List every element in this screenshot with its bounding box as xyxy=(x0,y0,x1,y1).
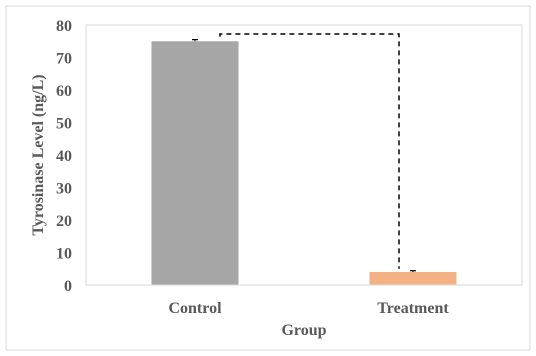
x-tick-label: Treatment xyxy=(377,300,449,317)
chart-border xyxy=(5,5,531,351)
y-axis-title: Tyrosinase Level (ng/L) xyxy=(30,74,47,235)
y-tick-label: 40 xyxy=(56,148,72,165)
x-tick-label: Control xyxy=(168,300,222,317)
y-tick-label: 10 xyxy=(56,246,72,263)
x-axis-title: Group xyxy=(281,322,326,339)
y-tick-label: 60 xyxy=(56,83,72,100)
y-tick-label: 30 xyxy=(56,181,72,198)
bar xyxy=(369,272,457,285)
y-tick-label: 20 xyxy=(56,213,72,230)
plot-area: 0 10 20 30 40 50 60 70 80 Control Treatment xyxy=(56,18,523,317)
y-tick-label: 0 xyxy=(64,278,72,295)
y-tick-label: 80 xyxy=(56,18,72,35)
bar xyxy=(151,41,239,285)
y-tick-label: 70 xyxy=(56,51,72,68)
significance-bracket xyxy=(219,33,400,269)
y-tick-label: 50 xyxy=(56,116,72,133)
